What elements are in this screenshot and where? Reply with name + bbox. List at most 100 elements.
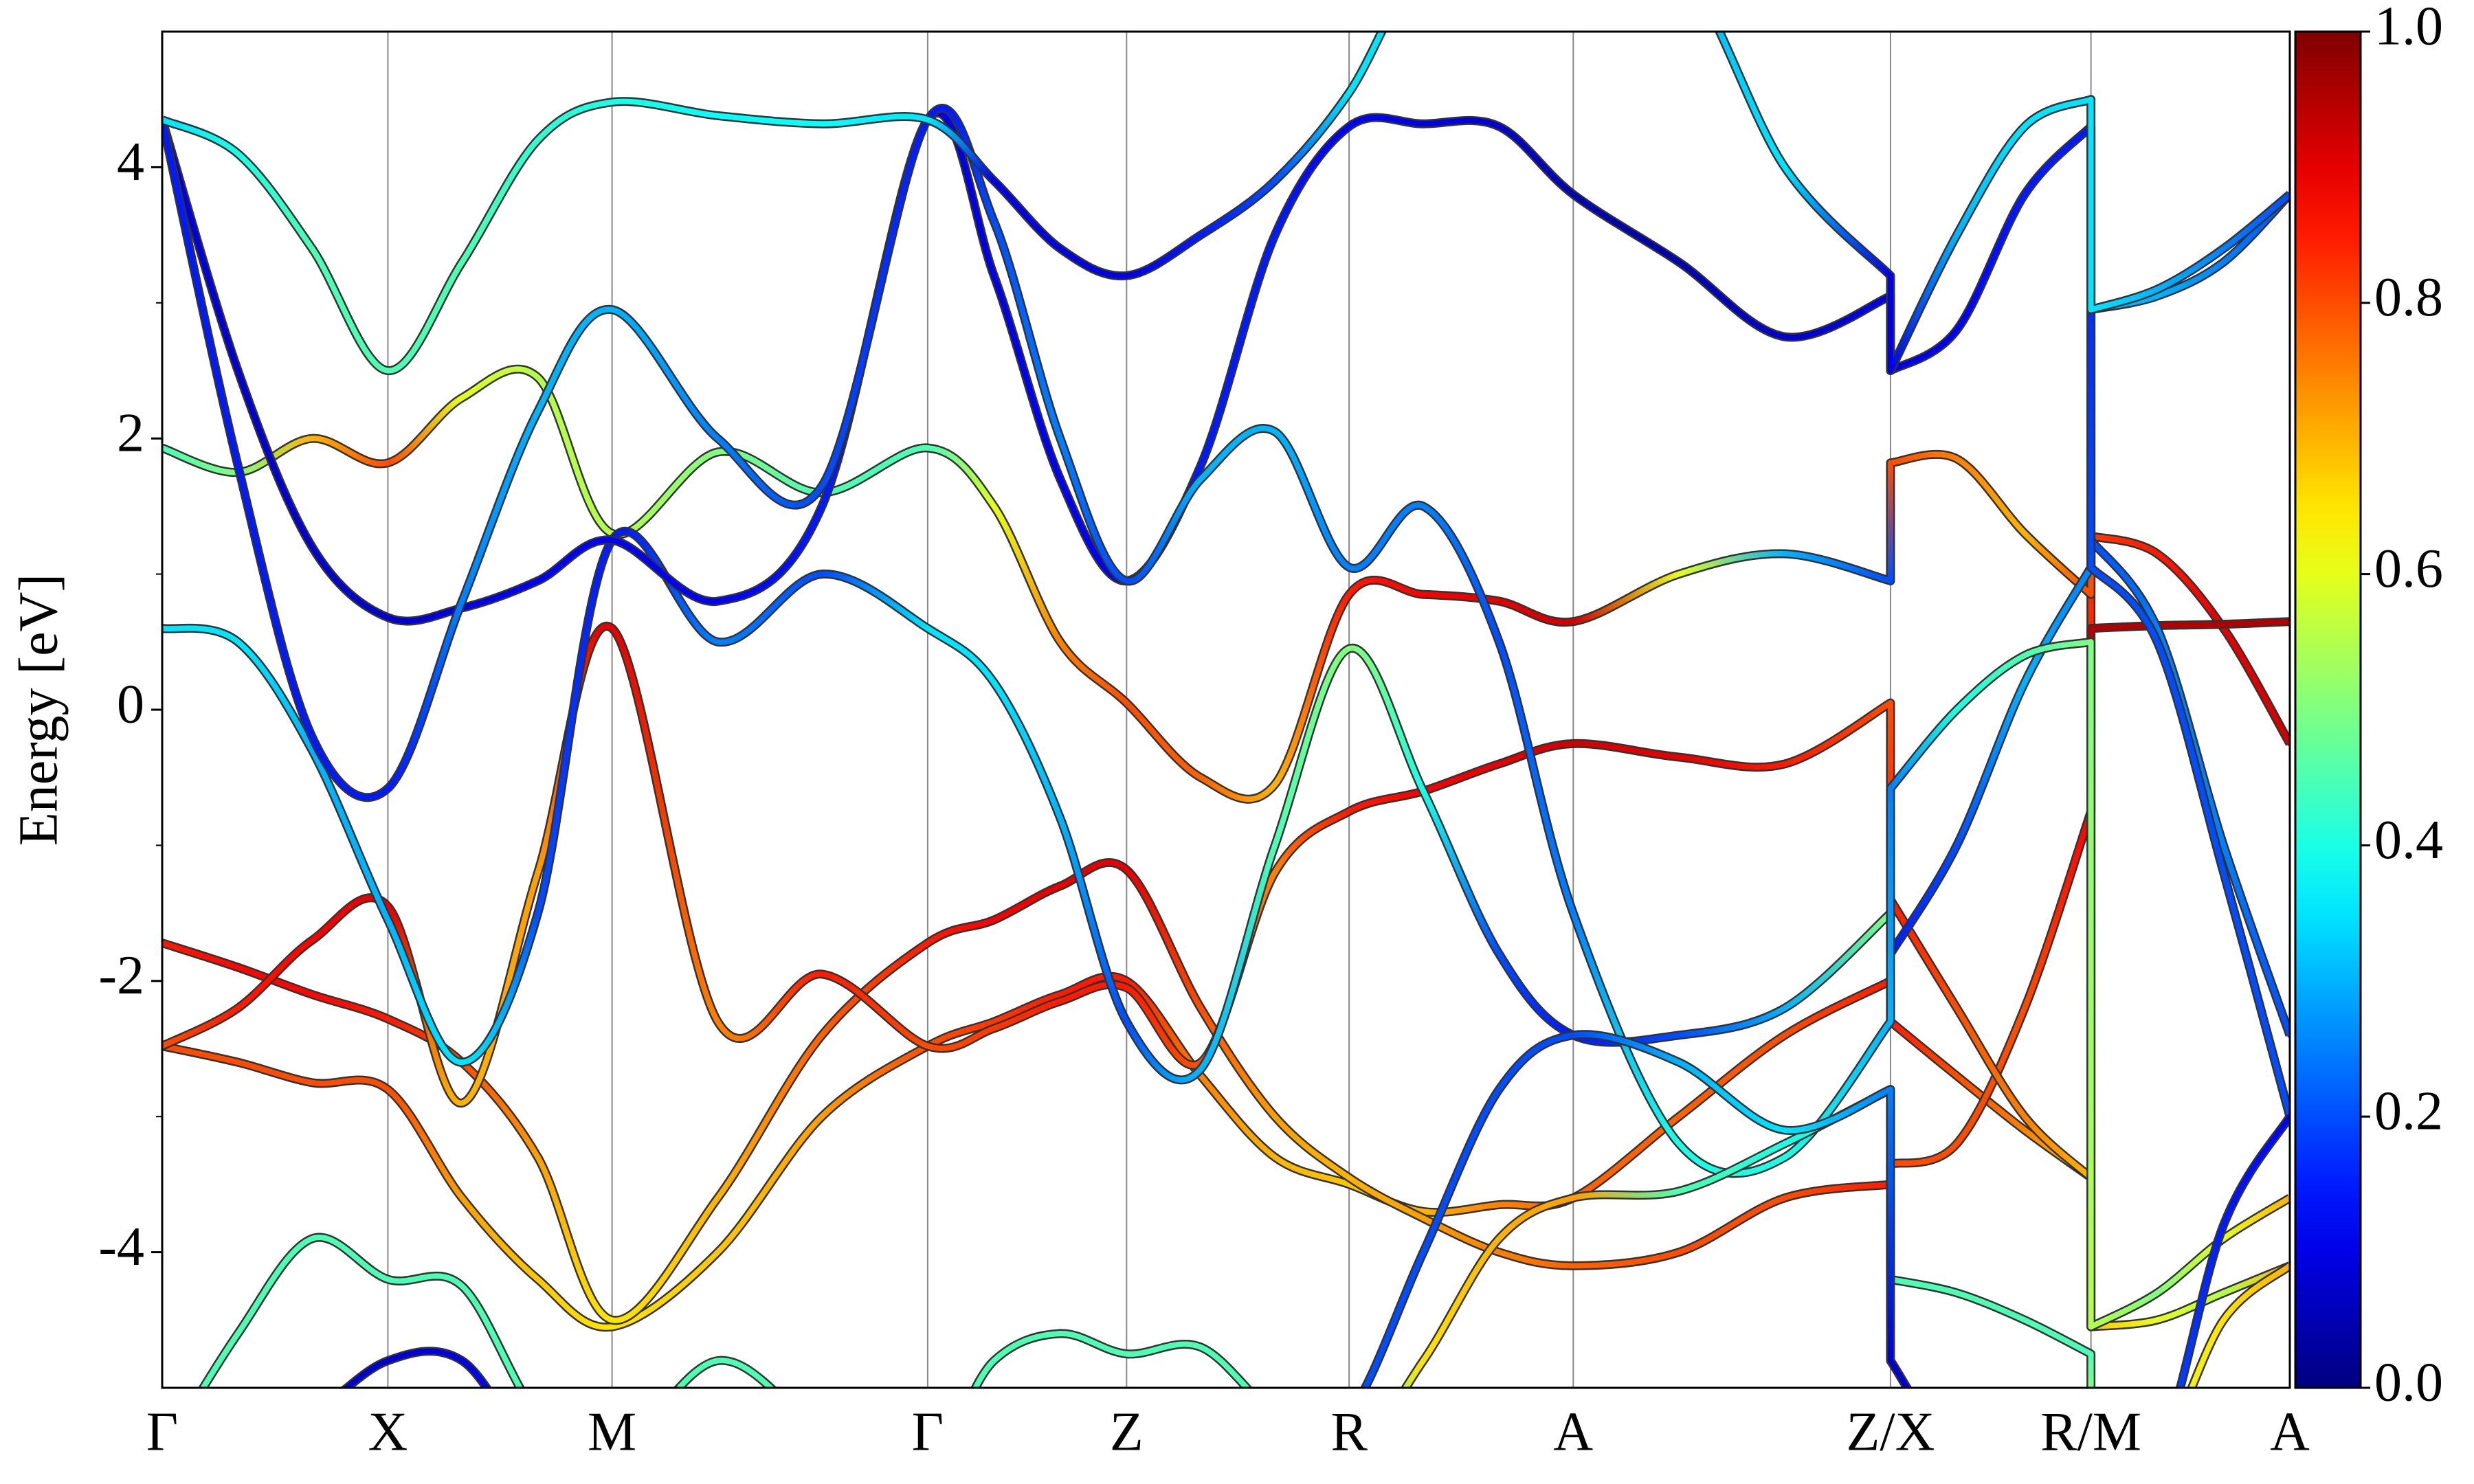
band-segment (235, 462, 315, 740)
band-segment (1496, 598, 1576, 625)
band-segment (991, 883, 1063, 923)
colorbar-tick-label: 0.4 (2374, 810, 2443, 870)
band-segment (1570, 1188, 1682, 1201)
band-segment (715, 113, 825, 127)
band-segment (1887, 451, 1960, 466)
band-segment (162, 1043, 241, 1066)
band-segment (1496, 951, 1576, 1038)
band-segment (1198, 1005, 1278, 1120)
band-segment (609, 98, 721, 119)
band-segment (924, 105, 997, 225)
band-segment (819, 971, 930, 1049)
band-segment (162, 117, 241, 469)
band-segment (1676, 259, 1788, 340)
x-tick-label: Z/X (1846, 1402, 1935, 1462)
band-segment (819, 940, 930, 1038)
band-segment (235, 639, 315, 754)
band-segment (2022, 1317, 2094, 1357)
band-segment (2154, 259, 2227, 299)
band-segment (1198, 842, 1278, 1072)
band-segment (1272, 124, 1352, 238)
band-segment (1057, 436, 1130, 584)
band-segment (199, 1331, 241, 1388)
band-segment (1496, 639, 1576, 917)
band-segment (1420, 592, 1502, 605)
band-segment (609, 625, 721, 1025)
band-segment (1198, 178, 1278, 238)
band-segment (1124, 232, 1204, 279)
band-segment (459, 366, 541, 401)
band-segment (924, 917, 997, 946)
band-segment (1201, 1456, 1275, 1459)
colorbar-tick-label: 0.6 (2374, 539, 2443, 599)
band-segment (991, 679, 1063, 821)
band-segment (715, 971, 825, 1042)
band-segment (1782, 978, 1893, 1038)
band-segment (819, 113, 930, 127)
band-outline (162, 104, 2290, 1331)
band-segment (235, 965, 315, 998)
band-segment (1954, 191, 2028, 333)
band-segment (1570, 1249, 1682, 1269)
band-segment (1782, 1181, 1893, 1201)
band-segment (1954, 456, 2028, 537)
band-segment (2088, 1290, 2161, 1330)
band-segment (1272, 592, 1352, 787)
band-segment (715, 1032, 825, 1201)
band-segment (1124, 700, 1204, 780)
colorbar-tick-label: 1.0 (2374, 0, 2443, 56)
band-segment (2088, 564, 2161, 645)
band-segment (385, 394, 465, 466)
axes: Γ X M Γ Z R A Z/X R/M A -4 -2 0 2 4 0.0 0.2 0.4 0.6 0.8 1.0 (98, 0, 2443, 1462)
band-segment (1676, 550, 1788, 577)
band-segment (1057, 982, 1130, 1004)
band-segment (2220, 842, 2290, 1038)
plot-frame (161, 30, 2291, 1389)
band-outline (198, 1085, 2290, 1388)
x-tick-label: Z (1110, 1402, 1144, 1462)
x-tick-label: X (368, 1402, 408, 1462)
band-segment (1676, 1140, 1788, 1194)
band-segment (385, 917, 465, 1066)
band-segment (459, 137, 541, 265)
y-tick-label: 4 (117, 132, 144, 192)
x-tick-label: A (1553, 1402, 1593, 1462)
band-segment (1676, 754, 1788, 770)
band-segment (1346, 645, 1427, 794)
band-segment (1057, 639, 1130, 706)
band-segment (459, 1358, 490, 1388)
band-segment (1676, 1032, 1788, 1120)
band-segment (238, 1415, 312, 1455)
band-segment (1346, 502, 1427, 572)
band-segment (2154, 550, 2227, 631)
band-segment (819, 1043, 930, 1120)
band-segment (924, 117, 997, 184)
band-segment (609, 1249, 721, 1330)
band-segment (162, 1005, 241, 1049)
y-tick-label: 2 (117, 403, 144, 464)
band-segment (1954, 1005, 2028, 1120)
band-segment (1198, 232, 1278, 469)
band-segment (1957, 1456, 2025, 1463)
band-segment (1420, 761, 1502, 794)
band-segment (1198, 1344, 1251, 1388)
band-segment (1124, 476, 1204, 584)
band-segment (1570, 1031, 1682, 1066)
band-segment (1954, 1005, 2028, 1147)
band-segment (535, 623, 615, 875)
band-segment (715, 436, 825, 508)
band-segment (309, 734, 391, 800)
band-segment (1570, 191, 1682, 265)
band-segment (2154, 621, 2227, 629)
band-segment (459, 1059, 541, 1160)
band-segment (1496, 1032, 1576, 1092)
band-segment (1887, 1140, 1960, 1167)
band-segment (1420, 1086, 1502, 1255)
band-segment (1716, 32, 1788, 170)
band-segment (235, 368, 315, 550)
band-segment (1887, 897, 1960, 1011)
band-segment (535, 306, 615, 414)
band-segment (162, 625, 241, 645)
band-segment (715, 503, 825, 605)
